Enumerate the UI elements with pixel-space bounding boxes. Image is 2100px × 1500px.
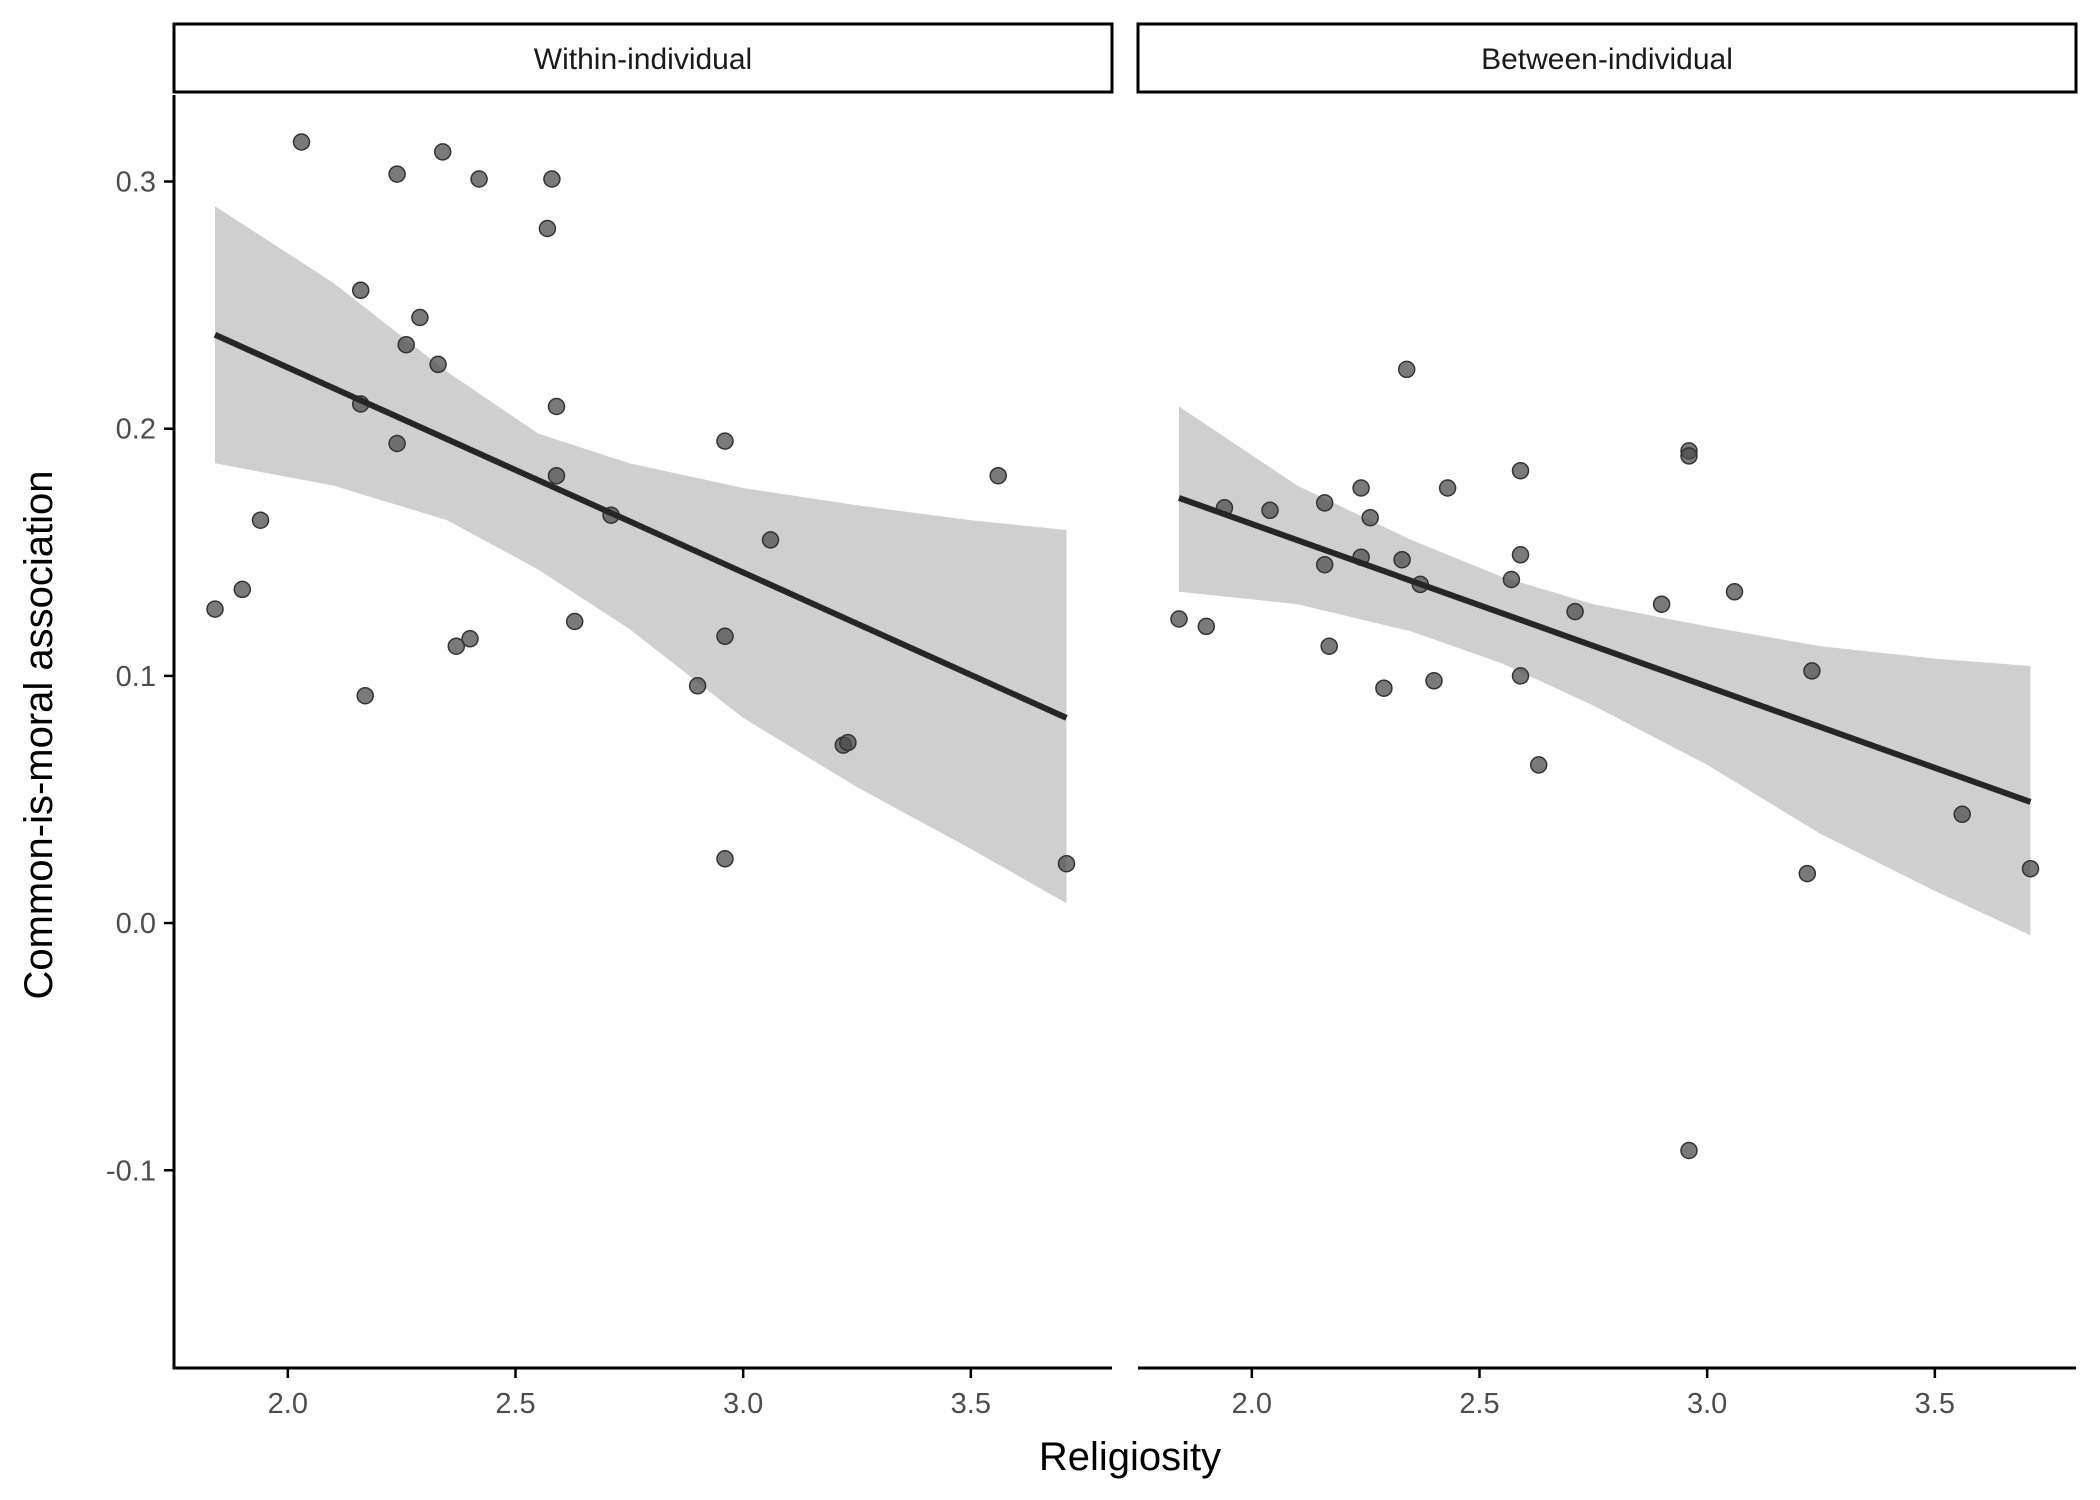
data-point bbox=[1315, 555, 1334, 574]
data-point bbox=[688, 677, 707, 695]
facet-strip bbox=[1136, 22, 2078, 94]
data-point bbox=[1511, 667, 1530, 685]
data-point bbox=[1375, 679, 1393, 697]
data-point bbox=[461, 630, 479, 648]
data-point bbox=[1953, 805, 1971, 824]
data-point bbox=[1652, 595, 1671, 613]
data-point bbox=[716, 627, 734, 646]
data-point bbox=[470, 170, 488, 188]
data-point bbox=[761, 531, 780, 549]
data-point bbox=[292, 133, 311, 151]
y-axis-title: Common-is-moral association bbox=[17, 470, 61, 999]
panel-1: Within-individual 2.0 2.5 3.0 3.5 bbox=[172, 22, 1114, 1420]
data-point bbox=[1502, 570, 1521, 589]
data-point bbox=[1438, 479, 1457, 497]
x-tick-label: 2.0 bbox=[1232, 1388, 1272, 1420]
regression-line bbox=[1177, 495, 2032, 805]
data-point bbox=[1425, 672, 1443, 690]
data-point bbox=[433, 143, 452, 161]
x-tick-label: 2.0 bbox=[268, 1388, 308, 1420]
data-point bbox=[543, 170, 561, 188]
regression-line bbox=[213, 332, 1068, 721]
data-point bbox=[989, 466, 1007, 485]
data-point bbox=[1680, 447, 1698, 465]
data-point bbox=[1511, 461, 1530, 480]
data-point bbox=[351, 281, 370, 300]
data-point bbox=[1352, 479, 1370, 497]
data-point bbox=[565, 612, 584, 631]
data-point bbox=[1803, 662, 1821, 680]
data-point bbox=[206, 600, 224, 618]
data-point bbox=[1393, 550, 1411, 569]
data-point bbox=[716, 850, 734, 868]
x-tick-label: 2.5 bbox=[495, 1388, 535, 1420]
data-point bbox=[1397, 360, 1416, 379]
data-point bbox=[1170, 610, 1188, 628]
facet-strip-label: Within-individual bbox=[534, 43, 752, 76]
data-point bbox=[1680, 1141, 1698, 1160]
data-point bbox=[1725, 583, 1744, 601]
confidence-band bbox=[215, 206, 1067, 904]
y-tick-label: -0.1 bbox=[106, 1155, 156, 1187]
facet-strip bbox=[172, 22, 1114, 94]
panel-2: Between-individual 2.0 2.5 3.0 3.5 bbox=[1136, 22, 2078, 1420]
y-axis: -0.1 0.0 0.1 0.2 0.3 bbox=[106, 95, 176, 1370]
x-tick-label: 3.5 bbox=[951, 1388, 991, 1420]
data-point bbox=[1361, 508, 1379, 527]
x-tick-label: 3.5 bbox=[1915, 1388, 1955, 1420]
data-point bbox=[538, 219, 557, 238]
data-point bbox=[547, 466, 566, 485]
data-point bbox=[1315, 494, 1334, 512]
data-point bbox=[388, 165, 406, 183]
data-point bbox=[839, 733, 857, 752]
data-point bbox=[1511, 546, 1530, 564]
x-tick-label: 3.0 bbox=[1687, 1388, 1727, 1420]
data-point bbox=[1057, 854, 1076, 873]
data-point bbox=[547, 397, 566, 416]
data-point bbox=[1566, 602, 1584, 621]
data-point bbox=[2021, 859, 2040, 878]
data-point bbox=[411, 308, 429, 327]
data-point bbox=[429, 355, 447, 374]
data-point bbox=[397, 335, 415, 354]
data-point bbox=[447, 637, 466, 655]
data-point bbox=[716, 432, 734, 450]
y-tick-label: 0.0 bbox=[116, 908, 156, 940]
data-point bbox=[251, 511, 270, 529]
y-tick-label: 0.3 bbox=[116, 167, 156, 199]
x-tick-label: 2.5 bbox=[1459, 1388, 1499, 1420]
data-point bbox=[1529, 756, 1548, 774]
x-axis-title: Religiosity bbox=[1039, 1435, 1221, 1479]
facet-strip-label: Between-individual bbox=[1481, 43, 1733, 76]
data-point bbox=[233, 580, 252, 599]
y-tick-label: 0.1 bbox=[116, 661, 156, 693]
data-point bbox=[1261, 501, 1279, 520]
data-point bbox=[388, 434, 406, 453]
y-tick-label: 0.2 bbox=[116, 414, 156, 446]
x-tick-label: 3.0 bbox=[723, 1388, 763, 1420]
data-point bbox=[1320, 637, 1338, 655]
confidence-band bbox=[1179, 406, 2031, 936]
data-point bbox=[1197, 617, 1216, 636]
data-point bbox=[1798, 864, 1817, 883]
data-point bbox=[356, 686, 374, 705]
